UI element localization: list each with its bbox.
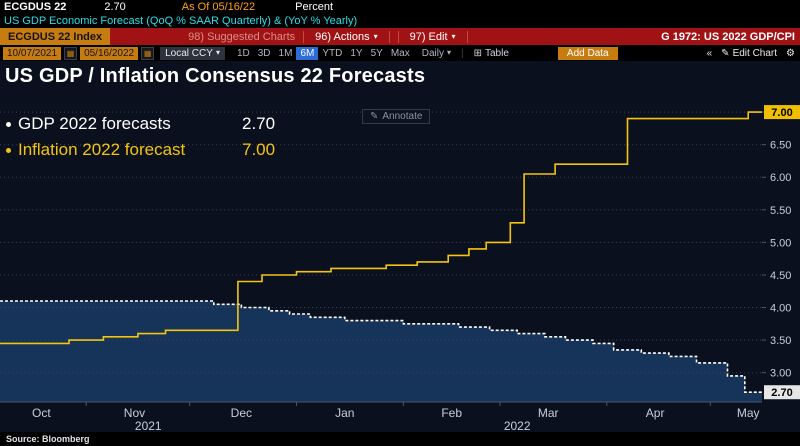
x-tick-label: Jan [335, 406, 354, 420]
range-tab-1m[interactable]: 1M [278, 47, 293, 59]
actions-label: 96) Actions [315, 30, 370, 43]
edit-label: 97) Edit [409, 30, 448, 43]
unit-label: Percent [295, 1, 334, 13]
table-icon: ⊞ [473, 47, 482, 59]
actions-menu[interactable]: 96) Actions ▾ [303, 30, 390, 43]
y-tick-label: 5.50 [770, 205, 791, 217]
last-value-box [764, 385, 800, 400]
add-data-button[interactable]: Add Data [557, 46, 618, 60]
edit-chart-button[interactable]: ✎ Edit Chart [721, 48, 777, 59]
x-tick-label: Feb [441, 406, 462, 420]
range-tab-5y[interactable]: 5Y [370, 47, 383, 59]
legend-item-inflation[interactable]: Inflation 2022 forecast 7.00 [6, 137, 275, 163]
suggested-charts-item: 98) Suggested Charts [188, 30, 296, 43]
y-tick-label: 4.00 [770, 303, 791, 315]
legend-bullet-icon [6, 121, 11, 127]
table-label: Table [484, 47, 509, 59]
y-tick-label: 3.00 [770, 368, 791, 380]
annotate-label: Annotate [382, 111, 423, 122]
as-of-date: As Of 05/16/22 [181, 1, 256, 13]
legend-label: GDP 2022 forecasts [18, 114, 171, 133]
table-button[interactable]: ⊞ Table [469, 48, 514, 59]
currency-label: Local CCY [165, 47, 213, 59]
chart-canvas[interactable]: Oct Nov Dec Jan Feb Mar Apr May 2021 2022 3.00 3.50… [0, 61, 800, 432]
range-tab-3d[interactable]: 3D [257, 47, 271, 59]
gdp-area-fill [0, 301, 762, 402]
chevron-down-icon: ▾ [373, 31, 378, 41]
range-tab-ytd[interactable]: YTD [322, 47, 343, 59]
legend-value: 2.70 [242, 114, 276, 133]
x-tick-label: Apr [646, 406, 665, 420]
status-bar: Source: Bloomberg [0, 432, 800, 446]
source-label: Source: Bloomberg [6, 434, 90, 444]
last-value-label: 2.70 [771, 387, 792, 399]
toolbar-right-group: « ✎ Edit Chart ⚙ [707, 48, 795, 59]
range-tab-6m[interactable]: 6M [296, 46, 319, 60]
inflation-line [0, 111, 762, 345]
frequency-label: Daily [421, 47, 444, 59]
x-tick-label: Dec [231, 406, 252, 420]
y-tick-label: 4.50 [770, 270, 791, 282]
x-tick-label: Mar [538, 406, 559, 420]
security-description: US GDP Economic Forecast (QoQ % SAAR Qua… [4, 15, 358, 27]
y-tick-label: 5.00 [770, 237, 791, 249]
security-header: ECGDUS 22 2.70 As Of 05/16/22 Percent [0, 0, 800, 14]
chevron-down-icon: ▾ [446, 48, 451, 57]
calendar-icon[interactable]: ▦ [64, 46, 78, 60]
range-tab-1y[interactable]: 1Y [350, 47, 363, 59]
last-value-label: 7.00 [771, 107, 792, 119]
frequency-select[interactable]: Daily ▾ [417, 48, 456, 59]
y-tick-label: 6.00 [770, 172, 791, 184]
edit-chart-label: Edit Chart [732, 47, 778, 59]
security-description-row: US GDP Economic Forecast (QoQ % SAAR Qua… [0, 14, 800, 28]
annotate-button[interactable]: ✎ Annotate [362, 109, 431, 124]
screen-label: G 1972: US 2022 GDP/CPI [661, 30, 795, 43]
legend-label: Inflation 2022 forecast [18, 140, 186, 159]
year-label: 2021 [135, 419, 162, 432]
year-label: 2022 [504, 419, 531, 432]
x-tick-label: Oct [32, 406, 51, 420]
last-value: 2.70 [104, 1, 126, 13]
x-tick-label: Nov [124, 406, 145, 420]
legend-value: 7.00 [242, 140, 276, 159]
x-tick-label: May [737, 406, 760, 420]
chevron-down-icon: ▾ [215, 48, 220, 57]
gear-icon[interactable]: ⚙ [786, 47, 795, 59]
edit-menu[interactable]: 97) Edit ▾ [397, 30, 468, 43]
calendar-icon[interactable]: ▦ [141, 46, 155, 60]
pencil-icon: ✎ [370, 111, 379, 122]
collapse-icon[interactable]: « [706, 47, 713, 59]
y-tick-label: 6.50 [770, 140, 791, 152]
y-tick-label: 3.50 [770, 335, 791, 347]
security-ticker: ECGDUS 22 [4, 1, 67, 13]
pencil-icon: ✎ [721, 47, 730, 59]
range-tab-1d[interactable]: 1D [236, 47, 250, 59]
chart-toolbar: 10/07/2021 ▦ 05/16/2022 ▦ Local CCY ▾ 1D… [0, 45, 800, 61]
date-to-field[interactable]: 05/16/2022 [80, 46, 139, 60]
chart-legend: GDP 2022 forecasts 2.70 Inflation 2022 f… [6, 111, 275, 163]
last-value-box [764, 105, 800, 120]
chevron-down-icon: ▾ [451, 31, 456, 41]
legend-item-gdp[interactable]: GDP 2022 forecasts 2.70 [6, 111, 275, 137]
date-from-field[interactable]: 10/07/2021 [3, 46, 62, 60]
security-chip[interactable]: ECGDUS 22 Index [0, 28, 111, 45]
chart-area: Oct Nov Dec Jan Feb Mar Apr May 2021 2022 3.00 3.50… [0, 61, 800, 432]
toolbar-divider: | [460, 47, 464, 59]
chart-title: US GDP / Inflation Consensus 22 Forecast… [5, 65, 426, 87]
currency-select[interactable]: Local CCY ▾ [160, 46, 225, 60]
legend-bullet-icon [6, 147, 11, 153]
range-tab-max[interactable]: Max [390, 47, 410, 59]
range-tabs: 1D 3D 1M 6M YTD 1Y 5Y Max [233, 46, 414, 60]
menu-bar: ECGDUS 22 Index 98) Suggested Charts 96)… [0, 28, 800, 45]
